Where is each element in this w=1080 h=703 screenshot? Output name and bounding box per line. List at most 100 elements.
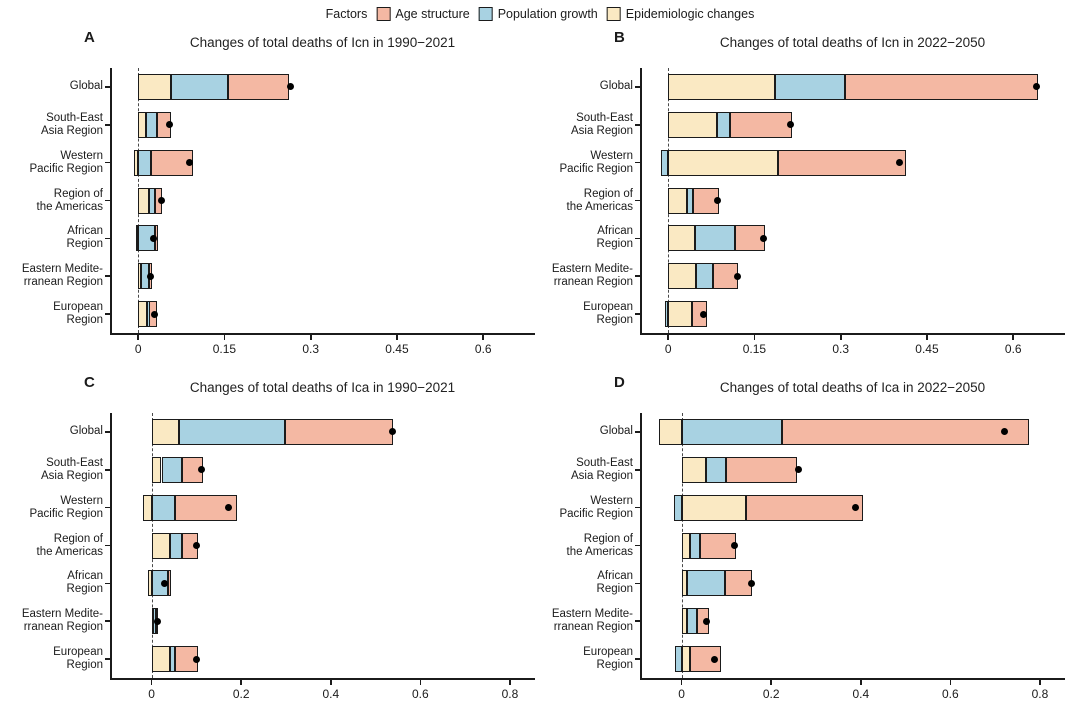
age-structure-swatch-icon <box>376 7 391 21</box>
region-label: Western Pacific Region <box>29 494 103 520</box>
bar-segment-epidemiologic-changes <box>151 532 170 559</box>
bar-segment-population-growth <box>145 111 158 138</box>
legend-item-label: Population growth <box>497 7 598 21</box>
bar-segment-age-structure <box>285 418 394 445</box>
net-change-dot <box>714 197 722 204</box>
y-axis-tick <box>105 161 110 164</box>
region-label: Global <box>599 425 633 438</box>
net-change-dot <box>157 197 165 204</box>
bar-segment-population-growth <box>694 225 735 252</box>
bar-segment-epidemiologic-changes <box>668 187 688 214</box>
y-axis-tick <box>105 313 110 315</box>
bar-segment-epidemiologic-changes <box>681 456 706 483</box>
region-label: Eastern Medite- rranean Region <box>551 608 633 634</box>
bar-segment-epidemiologic-changes <box>668 149 779 176</box>
region-label: Eastern Medite- rranean Region <box>21 608 103 634</box>
panel-A: A Changes of total deaths of Icn in 1990−… <box>22 28 538 358</box>
bar-segment-age-structure <box>168 570 171 597</box>
region-label: African Region <box>596 225 633 251</box>
x-axis-tick <box>839 335 842 340</box>
bar-segment-epidemiologic-changes <box>138 187 150 214</box>
net-change-dot <box>794 466 802 474</box>
y-axis-tick <box>105 620 110 622</box>
legend-title: Factors <box>325 7 368 21</box>
bar-segment-age-structure <box>745 494 863 521</box>
panel-letter: C <box>84 374 95 391</box>
y-axis-tick <box>635 161 640 164</box>
bar-segment-population-growth <box>675 646 682 673</box>
region-label: Region of the Americas <box>36 532 103 558</box>
bar-segment-epidemiologic-changes <box>147 570 152 597</box>
y-axis-tick <box>105 468 110 471</box>
x-axis-tick <box>770 680 772 685</box>
net-change-dot <box>710 655 718 663</box>
x-axis-tick <box>1012 335 1015 340</box>
y-axis-tick <box>105 544 110 547</box>
x-axis-tick <box>949 680 952 685</box>
region-label: Western Pacific Region <box>29 149 103 175</box>
x-axis-tick-label: 0.15 <box>742 342 767 356</box>
net-change-dot <box>786 121 794 129</box>
y-axis-line <box>640 413 642 680</box>
x-axis-tick-label: 0 <box>148 687 155 701</box>
x-axis-tick <box>753 335 756 340</box>
y-axis-tick <box>635 582 640 585</box>
bar-segment-epidemiologic-changes <box>659 418 682 445</box>
x-axis-line <box>640 678 1065 680</box>
y-axis-tick <box>635 468 640 471</box>
net-change-dot <box>287 83 295 91</box>
net-change-dot <box>1032 83 1040 91</box>
bar-segment-population-growth <box>674 494 682 521</box>
bar-segment-epidemiologic-changes <box>151 456 162 483</box>
x-axis-tick-label: 0.6 <box>1004 342 1022 356</box>
bar-segment-epidemiologic-changes <box>668 111 718 138</box>
x-axis-tick-label: 0.2 <box>232 687 250 701</box>
population-growth-swatch-icon <box>478 7 493 21</box>
region-label: Global <box>599 80 633 93</box>
legend: Factors Age structure Population growth … <box>325 7 755 21</box>
x-axis-tick-label: 0.3 <box>832 342 850 356</box>
y-axis-line <box>110 68 112 335</box>
x-axis-tick-label: 0.4 <box>852 687 870 701</box>
region-label: Global <box>69 425 103 438</box>
bar-segment-population-growth <box>151 570 169 597</box>
bar-segment-epidemiologic-changes <box>138 111 146 138</box>
bar-segment-epidemiologic-changes <box>135 225 139 252</box>
x-axis-tick-label: 0 <box>664 342 672 356</box>
x-axis-tick-label: 0 <box>134 342 142 356</box>
legend-item-label: Epidemiologic changes <box>625 7 755 21</box>
net-change-dot <box>700 310 708 318</box>
bar-segment-population-growth <box>774 73 846 100</box>
x-axis-tick-label: 0.6 <box>412 687 429 701</box>
bar-segment-population-growth <box>151 494 175 521</box>
net-change-dot <box>734 272 742 280</box>
bar-segment-population-growth <box>170 646 175 673</box>
region-label: African Region <box>66 225 103 251</box>
bar-segment-population-growth <box>681 418 782 445</box>
bar-segment-epidemiologic-changes <box>151 418 180 445</box>
net-change-dot <box>192 655 200 663</box>
net-change-dot <box>166 121 174 129</box>
x-axis-tick <box>309 335 312 340</box>
bar-segment-age-structure <box>845 73 1038 100</box>
region-label: European Region <box>583 301 633 327</box>
bar-segment-population-growth <box>687 187 693 214</box>
x-axis-tick <box>150 680 153 685</box>
bar-segment-population-growth <box>687 608 697 635</box>
y-axis-tick <box>105 275 110 277</box>
region-label: Global <box>69 80 103 93</box>
bar-segment-population-growth <box>686 570 726 597</box>
x-axis-tick <box>240 680 242 685</box>
net-change-dot <box>702 617 710 625</box>
chart-title: Changes of total deaths of Icn in 1990−2… <box>189 35 456 50</box>
x-axis-tick <box>680 680 683 685</box>
chart-title: Changes of total deaths of Ica in 2022−2… <box>719 380 986 395</box>
net-change-dot <box>224 504 232 512</box>
x-axis-tick <box>667 335 669 340</box>
x-axis-tick-label: 0 <box>678 687 685 701</box>
x-axis-tick <box>482 335 485 340</box>
bar-segment-population-growth <box>664 301 669 328</box>
bar-segment-population-growth <box>696 263 714 290</box>
bar-segment-epidemiologic-changes <box>143 494 152 521</box>
bar-segment-epidemiologic-changes <box>681 494 746 521</box>
